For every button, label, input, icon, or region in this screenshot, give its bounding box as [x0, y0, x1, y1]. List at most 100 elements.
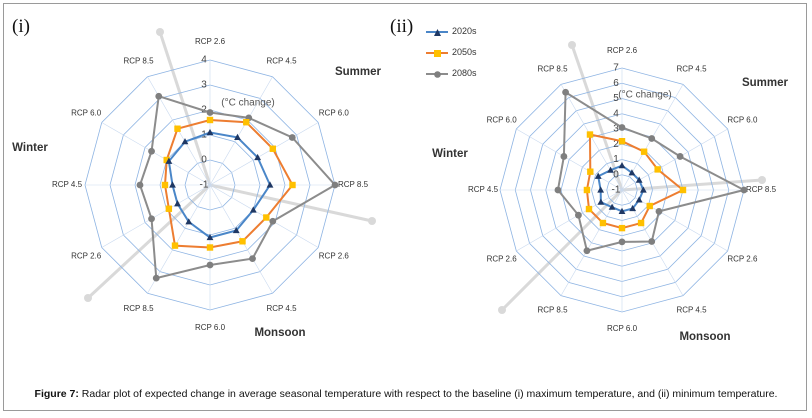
season-axis-line	[570, 44, 624, 191]
category-label-5: RCP 4.5	[266, 304, 297, 313]
data-point-2020s-2	[254, 153, 262, 161]
circle-marker-icon	[434, 70, 441, 78]
data-point-2020s-1	[628, 169, 636, 176]
radial-tick-label: 2	[613, 139, 619, 150]
category-label-7: RCP 8.5	[123, 304, 154, 313]
data-point-2020s-3	[639, 186, 647, 193]
data-point-2050s-9	[583, 186, 591, 194]
legend-label-2050s: 2050s	[452, 47, 477, 57]
series-line-2050s	[163, 118, 294, 249]
data-point-2050s-6	[618, 224, 626, 232]
data-point-2050s-7	[599, 219, 607, 227]
data-point-2050s-11	[586, 131, 594, 138]
category-label-2: RCP 6.0	[319, 109, 350, 118]
data-point-2020s-8	[597, 198, 605, 205]
data-point-2080s-2	[676, 153, 684, 160]
data-point-2020s-11	[181, 138, 189, 145]
data-point-2050s-5	[239, 238, 246, 245]
radial-tick-label: 5	[613, 93, 619, 104]
season-axis-line	[621, 178, 763, 192]
data-point-2020s-7	[608, 203, 616, 210]
data-point-2020s-1	[234, 133, 241, 140]
caption-label: Figure 7:	[34, 388, 79, 400]
square-marker-icon	[434, 49, 441, 57]
data-point-2080s-11	[155, 92, 163, 100]
data-point-2080s-11	[562, 88, 569, 96]
data-point-2050s-5	[637, 219, 645, 227]
radial-tick-label: 4	[613, 108, 619, 119]
data-point-2020s-4	[635, 196, 643, 203]
category-label-9: RCP 4.5	[52, 180, 83, 189]
category-label-3: RCP 8.5	[746, 185, 777, 194]
radial-tick-label: 3	[201, 80, 207, 91]
category-label-4: RCP 2.6	[319, 252, 350, 261]
grid-spoke	[209, 122, 319, 186]
data-point-2020s-5	[232, 226, 240, 234]
figure-caption: Figure 7: Radar plot of expected change …	[6, 388, 806, 400]
caption-text: Radar plot of expected change in average…	[78, 388, 778, 400]
category-label-8: RCP 2.6	[487, 255, 518, 264]
category-label-1: RCP 4.5	[676, 65, 707, 74]
data-point-2020s-9	[597, 186, 605, 193]
data-point-2050s-0	[206, 116, 214, 124]
data-point-2020s-5	[629, 204, 637, 212]
category-label-11: RCP 8.5	[123, 56, 154, 65]
data-point-2080s-6	[618, 238, 626, 246]
grid-spoke	[101, 184, 211, 248]
category-label-0: RCP 2.6	[195, 37, 226, 46]
season-label-monsoon: Monsoon	[254, 327, 305, 339]
radial-tick-label: -1	[612, 185, 621, 196]
grid-spoke	[516, 128, 623, 191]
season-axis-line	[209, 183, 373, 223]
figure-frame	[3, 3, 807, 411]
data-point-2050s-8	[165, 205, 173, 212]
data-point-2020s-7	[185, 218, 193, 225]
category-label-10: RCP 6.0	[71, 109, 102, 118]
radial-tick-label: -1	[200, 180, 209, 191]
data-point-2020s-8	[174, 200, 181, 207]
data-point-2080s-2	[288, 134, 296, 141]
category-label-0: RCP 2.6	[607, 46, 638, 55]
data-point-2080s-7	[583, 247, 591, 255]
legend-label-2080s: 2080s	[452, 68, 477, 78]
data-point-2020s-0	[206, 128, 214, 136]
season-label-winter: Winter	[432, 148, 468, 160]
grid-spoke	[516, 189, 623, 252]
category-label-5: RCP 4.5	[676, 305, 707, 314]
season-axis-end	[156, 28, 164, 36]
data-point-2020s-0	[618, 162, 626, 169]
data-point-2080s-0	[206, 109, 214, 116]
category-label-10: RCP 6.0	[487, 116, 518, 125]
data-point-2080s-8	[575, 211, 582, 219]
grid-spoke	[101, 122, 211, 186]
data-point-2080s-1	[648, 135, 656, 142]
data-point-2080s-9	[136, 181, 144, 189]
data-point-2020s-6	[206, 233, 214, 241]
data-point-2050s-10	[587, 168, 594, 175]
radial-tick-label: 4	[201, 55, 207, 66]
season-axis-end	[84, 294, 92, 302]
radial-tick-label: 3	[613, 124, 619, 135]
season-axis-end	[568, 41, 576, 49]
category-label-6: RCP 6.0	[607, 324, 638, 333]
data-point-2050s-1	[243, 119, 250, 126]
data-point-2080s-10	[560, 153, 568, 160]
unit-label: (°C change)	[618, 90, 671, 101]
category-label-2: RCP 6.0	[727, 116, 758, 125]
data-point-2080s-0	[618, 124, 626, 131]
data-point-2050s-7	[171, 242, 179, 249]
season-label-monsoon: Monsoon	[679, 331, 730, 343]
panel-label-ii: (ii)	[390, 16, 414, 37]
radial-tick-label: 6	[613, 78, 619, 89]
data-point-2020s-4	[249, 206, 257, 213]
category-label-1: RCP 4.5	[266, 56, 297, 65]
category-label-3: RCP 8.5	[338, 180, 369, 189]
data-point-2050s-1	[640, 148, 648, 155]
data-point-2020s-11	[607, 166, 614, 173]
data-point-2050s-3	[679, 186, 687, 194]
data-point-2080s-5	[249, 255, 256, 263]
radar-chart-min-temperature: -1 0 1 2 3 4 5 6 7 (°C change) RCP 2.6 RCP 4.5 RCP 6…	[432, 41, 789, 343]
category-label-4: RCP 2.6	[727, 255, 758, 264]
data-point-2020s-2	[635, 176, 643, 183]
season-axis-line	[158, 31, 212, 186]
